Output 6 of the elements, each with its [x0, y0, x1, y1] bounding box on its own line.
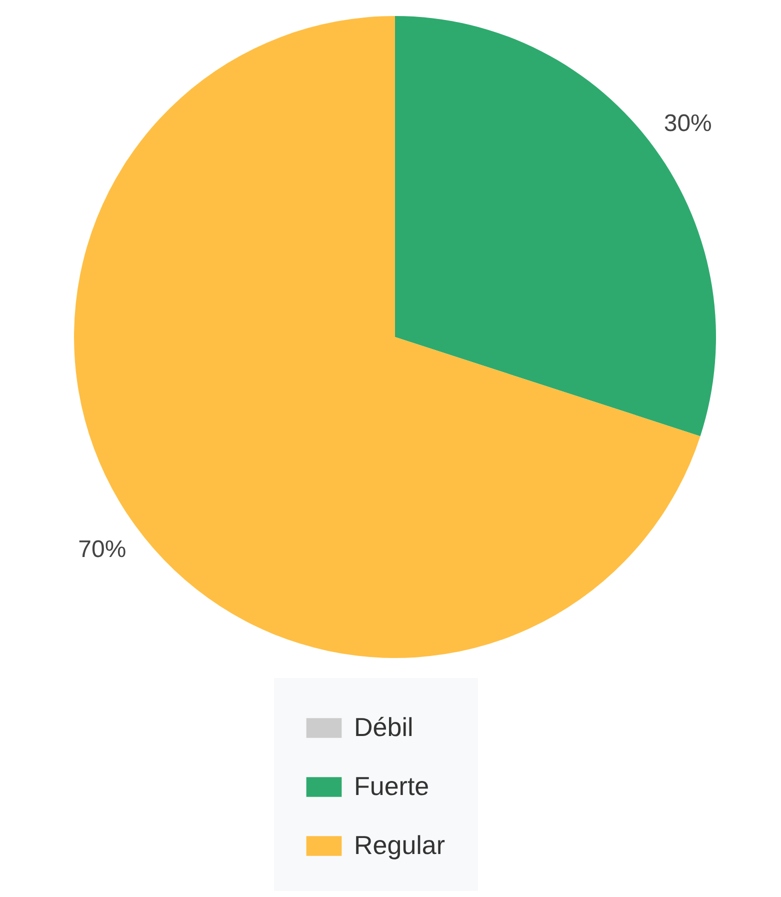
legend-label: Fuerte	[354, 771, 430, 801]
pie-slice	[395, 16, 716, 436]
data-label: 70%	[78, 536, 126, 563]
data-label: 30%	[664, 110, 712, 138]
legend-label: Regular	[354, 830, 446, 860]
legend-label: Débil	[354, 712, 414, 742]
